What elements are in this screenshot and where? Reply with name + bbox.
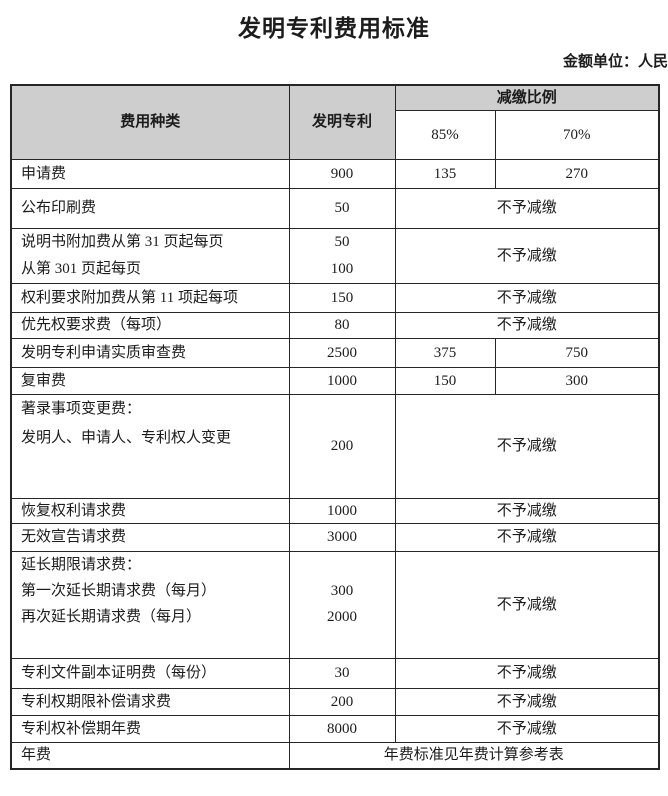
- table-row: 优先权要求费（每项） 80 不予减缴: [10, 311, 660, 339]
- amount-cell: 300 2000: [288, 550, 396, 659]
- table-row: 专利权期限补偿请求费 200 不予减缴: [10, 687, 660, 716]
- table-row: 延长期限请求费： 第一次延长期请求费（每月） 再次延长期请求费（每月） 300 …: [10, 550, 660, 659]
- fee-cell: 发明专利申请实质审查费: [10, 337, 290, 368]
- fee-line: 从第 301 页起每页: [21, 260, 142, 277]
- fee-line: 说明书附加费从第 31 页起每页: [21, 233, 224, 250]
- table-row: 著录事项变更费： 发明人、申请人、专利权人变更 200 不予减缴: [10, 393, 660, 499]
- reduction-cell: 不予减缴: [394, 714, 660, 743]
- fee-cell: 公布印刷费: [10, 187, 290, 229]
- fee-cell: 权利要求附加费从第 11 项起每项: [10, 282, 290, 313]
- reduction-cell: 不予减缴: [394, 227, 660, 284]
- amount-cell: 30: [288, 657, 396, 689]
- reduction-70-cell: 300: [494, 366, 660, 395]
- fee-cell: 专利权补偿期年费: [10, 714, 290, 743]
- fee-table: 费用种类 发明专利 减缴比例 85% 70% 申请费 900 135 270 公…: [10, 84, 661, 770]
- reduction-cell: 不予减缴: [394, 657, 660, 689]
- amount-cell: 1000: [288, 366, 396, 395]
- unit-note: 金额单位：人民: [562, 54, 668, 70]
- header-ratio-70: 70%: [494, 109, 660, 160]
- table-row: 恢复权利请求费 1000 不予减缴: [10, 497, 660, 524]
- fee-cell: 著录事项变更费： 发明人、申请人、专利权人变更: [10, 393, 290, 499]
- fee-line: 发明人、申请人、专利权人变更: [21, 429, 232, 446]
- table-row: 申请费 900 135 270: [10, 158, 660, 189]
- table-row: 专利权补偿期年费 8000 不予减缴: [10, 714, 660, 743]
- amount-cell: 200: [288, 687, 396, 716]
- reduction-70-cell: 270: [494, 158, 660, 189]
- amount-cell: 3000: [288, 522, 396, 552]
- fee-cell: 恢复权利请求费: [10, 497, 290, 524]
- table-row: 发明专利申请实质审查费 2500 375 750: [10, 337, 660, 368]
- table-row: 说明书附加费从第 31 页起每页 从第 301 页起每页 50 100 不予减缴: [10, 227, 660, 284]
- annual-fee-note-cell: 年费标准见年费计算参考表: [288, 741, 660, 770]
- header-reduction-ratio: 减缴比例: [394, 84, 660, 111]
- amount-line: 300: [330, 582, 354, 599]
- reduction-cell: 不予减缴: [394, 393, 660, 499]
- table-row: 专利文件副本证明费（每份） 30 不予减缴: [10, 657, 660, 689]
- reduction-cell: 不予减缴: [394, 687, 660, 716]
- fee-cell: 专利文件副本证明费（每份）: [10, 657, 290, 689]
- fee-cell: 复审费: [10, 366, 290, 395]
- fee-cell: 说明书附加费从第 31 页起每页 从第 301 页起每页: [10, 227, 290, 284]
- fee-line: 著录事项变更费：: [21, 400, 142, 417]
- amount-cell: 80: [288, 311, 396, 339]
- fee-line: 再次延长期请求费（每月）: [21, 608, 202, 625]
- reduction-cell: 不予减缴: [394, 550, 660, 659]
- table-row: 权利要求附加费从第 11 项起每项 150 不予减缴: [10, 282, 660, 313]
- reduction-85-cell: 150: [394, 366, 496, 395]
- reduction-85-cell: 135: [394, 158, 496, 189]
- fee-cell: 申请费: [10, 158, 290, 189]
- amount-line: 2000: [327, 608, 357, 625]
- header-fee-type: 费用种类: [10, 84, 290, 160]
- header-ratio-85: 85%: [394, 109, 496, 160]
- reduction-cell: 不予减缴: [394, 187, 660, 229]
- fee-cell: 延长期限请求费： 第一次延长期请求费（每月） 再次延长期请求费（每月）: [10, 550, 290, 659]
- fee-cell: 年费: [10, 741, 290, 770]
- fee-cell: 优先权要求费（每项）: [10, 311, 290, 339]
- fee-cell: 专利权期限补偿请求费: [10, 687, 290, 716]
- reduction-cell: 不予减缴: [394, 497, 660, 524]
- amount-line: [290, 552, 395, 578]
- amount-line: 100: [330, 260, 354, 277]
- amount-cell: 50: [288, 187, 396, 229]
- reduction-cell: 不予减缴: [394, 522, 660, 552]
- header-row-sub: 85% 70%: [11, 109, 660, 160]
- reduction-85-cell: 375: [394, 337, 496, 368]
- fee-cell: 无效宣告请求费: [10, 522, 290, 552]
- table-row: 无效宣告请求费 3000 不予减缴: [10, 522, 660, 552]
- reduction-70-cell: 750: [494, 337, 660, 368]
- amount-cell: 150: [288, 282, 396, 313]
- header-invention-patent: 发明专利: [288, 84, 396, 160]
- page-title: 发明专利费用标准: [238, 16, 430, 41]
- table-row: 复审费 1000 150 300: [10, 366, 660, 395]
- fee-line: 第一次延长期请求费（每月）: [21, 582, 217, 599]
- amount-cell: 1000: [288, 497, 396, 524]
- fee-line: 延长期限请求费：: [21, 556, 142, 573]
- table-row: 公布印刷费 50 不予减缴: [10, 187, 660, 229]
- header-row-top: 费用种类 发明专利 减缴比例: [10, 84, 660, 160]
- amount-cell: 50 100: [288, 227, 396, 284]
- amount-cell: 900: [288, 158, 396, 189]
- amount-line: 50: [334, 233, 350, 250]
- table-row: 年费 年费标准见年费计算参考表: [10, 741, 660, 770]
- amount-cell: 200: [288, 393, 396, 499]
- amount-cell: 8000: [288, 714, 396, 743]
- reduction-cell: 不予减缴: [394, 282, 660, 313]
- reduction-cell: 不予减缴: [394, 311, 660, 339]
- amount-cell: 2500: [288, 337, 396, 368]
